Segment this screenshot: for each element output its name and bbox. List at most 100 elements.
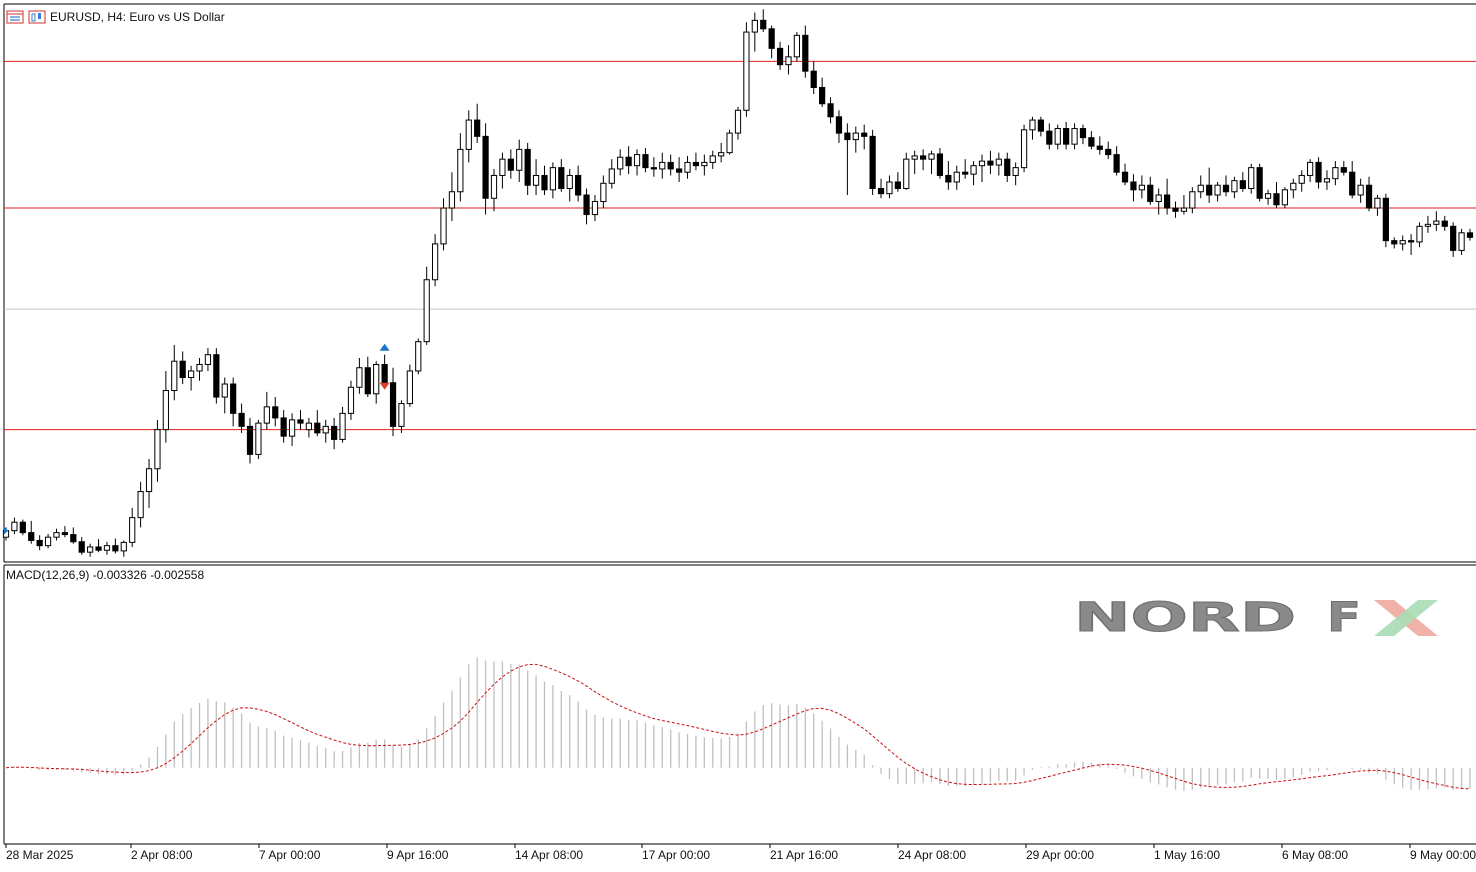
candle	[499, 152, 506, 189]
candle-body-bullish	[1357, 184, 1364, 196]
candle	[1054, 124, 1061, 150]
logo-x-mark	[1374, 600, 1438, 636]
candle	[819, 77, 826, 108]
candle-body-bearish	[1450, 225, 1457, 251]
candle	[575, 165, 582, 202]
candle-body-bearish	[1105, 148, 1112, 156]
candle-body-bearish	[692, 161, 700, 167]
candle	[987, 150, 994, 175]
candle-body-bullish	[701, 161, 708, 167]
candle	[852, 126, 859, 153]
x-axis-tick-label: 21 Apr 16:00	[770, 848, 839, 862]
candle-body-bullish	[499, 158, 506, 176]
candle-body-bearish	[1466, 232, 1474, 238]
candle	[928, 150, 935, 175]
candle	[339, 406, 346, 443]
candle-body-bearish	[776, 47, 784, 66]
candle-body-bearish	[1222, 184, 1230, 193]
candle-body-bearish	[297, 419, 304, 424]
candle-body-bullish	[53, 532, 60, 538]
candle-body-bullish	[255, 422, 262, 455]
candle	[28, 520, 35, 544]
candle	[1374, 195, 1381, 216]
candle	[650, 157, 657, 177]
candle-body-bullish	[549, 167, 557, 191]
candle-body-bearish	[272, 406, 279, 419]
candle	[962, 159, 969, 179]
candle	[145, 458, 153, 508]
candle-body-bullish	[532, 174, 540, 186]
candle-body-bullish	[953, 171, 960, 183]
candle-body-bullish	[221, 383, 228, 398]
candle	[566, 168, 573, 202]
candle	[1046, 123, 1053, 150]
x-axis-tick-label: 9 Apr 16:00	[387, 848, 449, 862]
candle-body-bearish	[112, 545, 119, 552]
candle-body-bullish	[743, 31, 750, 111]
candle-body-bearish	[760, 19, 767, 30]
candle-body-bullish	[339, 412, 346, 440]
candle	[1450, 222, 1457, 257]
candle	[1441, 215, 1448, 231]
candle	[1071, 123, 1078, 150]
candle	[726, 129, 733, 155]
candle-body-bullish	[103, 545, 111, 551]
candle	[423, 266, 430, 345]
candle-body-bearish	[1407, 240, 1415, 243]
candle-body-bearish	[945, 174, 952, 183]
candle	[1189, 187, 1196, 214]
x-axis-tick-label: 14 Apr 08:00	[515, 848, 584, 862]
candle	[415, 338, 422, 375]
macd-signal-line	[5, 663, 1471, 790]
candle	[1281, 187, 1289, 209]
candle-body-bullish	[406, 370, 413, 405]
candle	[835, 110, 843, 143]
candle	[482, 123, 489, 215]
candle-body-bullish	[684, 161, 691, 173]
candle	[1466, 228, 1474, 241]
chart-window-icon[interactable]	[6, 10, 24, 24]
candle-body-bullish	[1020, 129, 1028, 169]
candle	[953, 165, 960, 190]
candle-body-bullish	[911, 155, 918, 160]
candle	[532, 159, 540, 196]
candle-body-bullish	[970, 165, 977, 175]
candle	[1357, 178, 1364, 203]
candle	[1147, 176, 1154, 205]
candle	[137, 481, 144, 528]
candle-body-bearish	[575, 174, 582, 196]
candle	[1004, 152, 1011, 182]
candle	[448, 172, 456, 222]
x-axis-tick-label: 17 Apr 00:00	[642, 848, 711, 862]
candle	[1231, 176, 1238, 199]
candle	[558, 159, 565, 192]
candle	[230, 377, 237, 427]
candle-body-bearish	[835, 116, 843, 134]
candle	[1037, 116, 1045, 137]
candle	[516, 139, 523, 182]
candle	[1096, 136, 1103, 155]
candle-body-bullish	[44, 536, 52, 547]
candle-body-bearish	[541, 174, 548, 191]
candle	[305, 417, 313, 438]
candle-body-bearish	[331, 425, 338, 440]
candle-body-bearish	[675, 168, 683, 173]
candle	[936, 148, 944, 179]
candle-body-bearish	[1088, 137, 1095, 147]
candle	[1138, 175, 1145, 199]
candle-body-bearish	[1113, 154, 1120, 173]
candle-body-bullish	[1231, 180, 1238, 193]
candle	[263, 391, 270, 430]
macd-indicator-label: MACD(12,26,9) -0.003326 -0.002558	[6, 568, 205, 582]
candle-body-bearish	[179, 360, 186, 379]
candle	[861, 124, 868, 150]
candle-body-bearish	[28, 532, 35, 541]
chart-type-icon[interactable]	[28, 10, 46, 24]
candle	[1290, 178, 1297, 199]
candle-body-bearish	[19, 521, 26, 534]
candle	[718, 142, 725, 163]
candle-body-bearish	[1121, 171, 1129, 183]
candle	[1273, 181, 1280, 209]
